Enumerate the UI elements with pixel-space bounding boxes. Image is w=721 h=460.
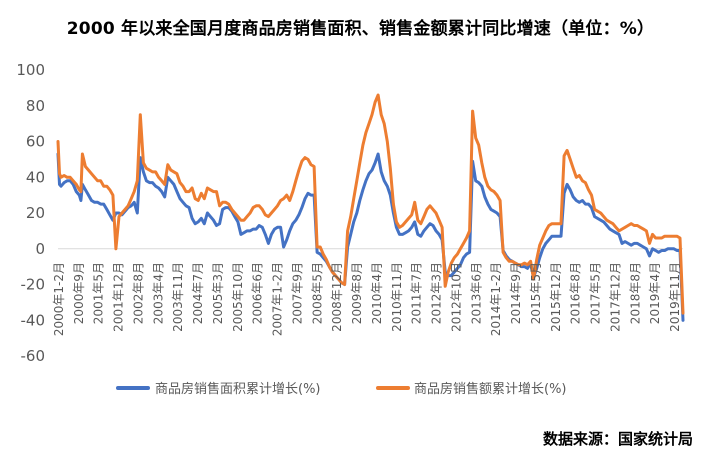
x-tick-label: 2019年4月 <box>648 262 662 324</box>
x-axis-labels: 2000年1-2月 2000年9月 2001年5月 2001年12月 2002年8月 20… <box>52 262 682 336</box>
y-tick-label: 100 <box>16 61 45 79</box>
x-tick-label: 2017年12月 <box>608 262 622 332</box>
x-tick-label: 2009年8月 <box>350 262 364 324</box>
y-tick-label: 40 <box>26 168 45 186</box>
x-tick-label: 2001年12月 <box>112 262 126 332</box>
legend-label: 商品房销售面积累计增长(%) <box>155 381 321 397</box>
x-tick-label: 2007年9月 <box>290 262 304 324</box>
legend: 商品房销售面积累计增长(%) 商品房销售额累计增长(%) <box>116 381 567 397</box>
x-tick-label: 2014年1-2月 <box>489 262 503 336</box>
x-tick-label: 2005年3月 <box>211 262 225 324</box>
series-line-sales-value <box>56 93 685 315</box>
y-tick-label: -40 <box>21 311 46 329</box>
x-tick-label: 2000年1-2月 <box>52 262 66 336</box>
x-tick-label: 2006年6月 <box>251 262 265 324</box>
x-tick-label: 2013年6月 <box>469 262 483 324</box>
x-tick-label: 2012年3月 <box>430 262 444 324</box>
y-tick-label: 0 <box>35 240 45 258</box>
x-tick-label: 2003年11月 <box>171 262 185 332</box>
x-tick-label: 2008年5月 <box>310 262 324 324</box>
x-tick-label: 2018年8月 <box>628 262 642 324</box>
y-tick-label: -60 <box>21 347 46 365</box>
source-note: 数据来源：国家统计局 <box>542 430 693 448</box>
x-tick-label: 2010年11月 <box>390 262 404 332</box>
x-tick-label: 2007年1-2月 <box>271 262 285 336</box>
x-tick-label: 2001年5月 <box>92 262 106 324</box>
x-tick-label: 2014年9月 <box>509 262 523 324</box>
x-tick-label: 2016年8月 <box>569 262 583 324</box>
series-line-sales-area <box>56 152 685 322</box>
x-tick-label: 2015年12月 <box>549 262 563 332</box>
x-tick-label: 2005年10月 <box>231 262 245 332</box>
x-tick-label: 2008年12月 <box>330 262 344 332</box>
y-tick-label: 80 <box>26 97 45 115</box>
chart-title: 2000 年以来全国月度商品房销售面积、销售金额累计同比增速（单位：%） <box>66 19 655 39</box>
x-tick-label: 2019年11月 <box>668 262 682 332</box>
x-tick-label: 2002年8月 <box>131 262 145 324</box>
legend-label: 商品房销售额累计增长(%) <box>414 381 567 397</box>
x-tick-label: 2015年5月 <box>529 262 543 324</box>
x-tick-label: 2012年10月 <box>449 262 463 332</box>
series-layer <box>56 93 685 322</box>
x-tick-label: 2011年7月 <box>410 262 424 324</box>
x-tick-label: 2017年5月 <box>589 262 603 324</box>
y-tick-label: 60 <box>26 133 45 151</box>
x-tick-label: 2010年4月 <box>370 262 384 324</box>
x-tick-label: 2000年9月 <box>72 262 86 324</box>
x-tick-label: 2004年7月 <box>191 262 205 324</box>
y-tick-label: 20 <box>26 204 45 222</box>
y-axis-labels: 100 80 60 40 20 0 -20 -40 -60 <box>16 61 45 365</box>
y-tick-label: -20 <box>21 276 46 294</box>
x-tick-label: 2003年4月 <box>151 262 165 324</box>
